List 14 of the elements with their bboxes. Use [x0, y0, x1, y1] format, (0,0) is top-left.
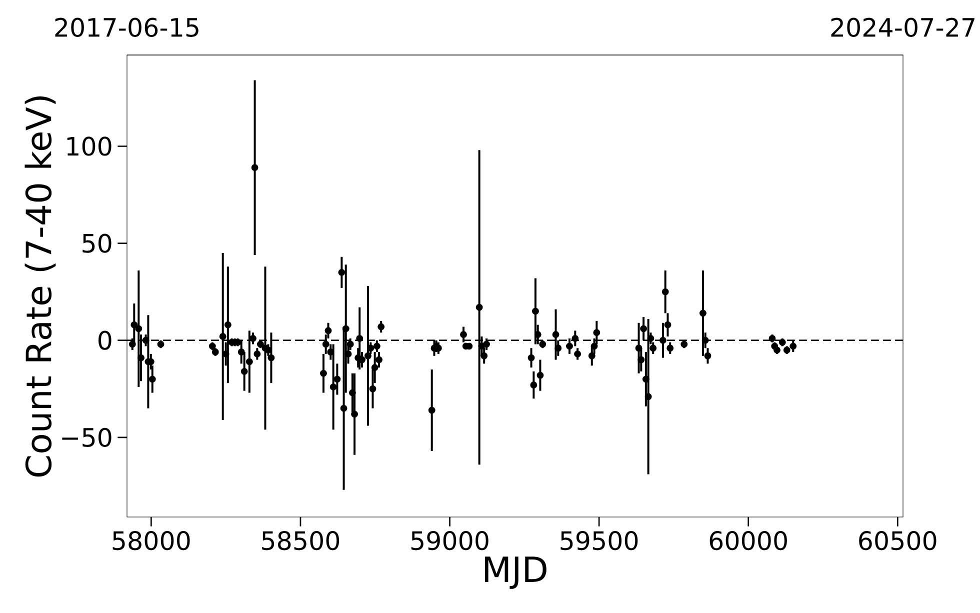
- x-tick-label: 59500: [560, 531, 638, 550]
- y-tick-label: 100: [67, 136, 112, 156]
- x2-tick-label: 2024-07-27: [831, 18, 974, 37]
- x2-tick-label: 2017-06-15: [55, 18, 198, 37]
- x-tick-label: 58000: [112, 531, 190, 550]
- x-tick-label: 60000: [710, 531, 787, 550]
- y-axis-title: Count Rate (7-40 keV): [24, 96, 56, 477]
- x-tick-label: 59000: [411, 531, 488, 550]
- y-tick-label: 0: [98, 330, 112, 350]
- x-tick-label: 58500: [262, 531, 340, 550]
- y-tick-label: 50: [82, 234, 112, 253]
- y-tick-label: −50: [62, 428, 112, 447]
- x-tick-label: 60500: [859, 531, 936, 550]
- x-axis-title: MJD: [485, 556, 546, 589]
